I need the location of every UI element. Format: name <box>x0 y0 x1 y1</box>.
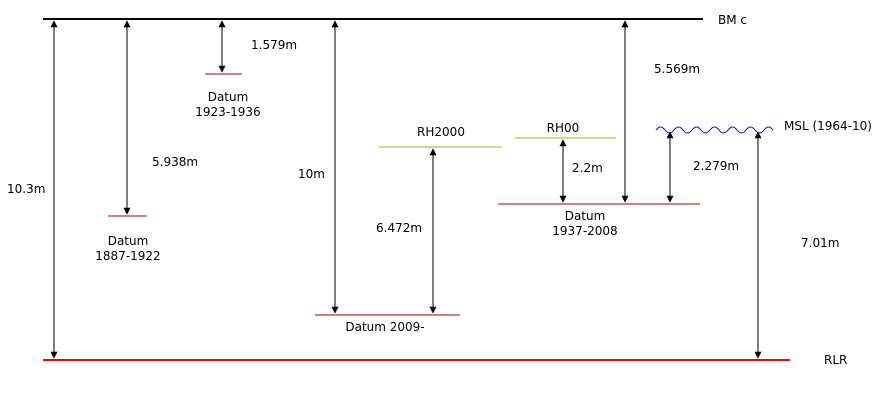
measure-rlr-msl: 7.01m <box>801 236 839 250</box>
measure-bm-datum-1923: 1.579m <box>251 38 297 52</box>
measure-bm-datum-1887: 5.938m <box>152 155 198 169</box>
bm-label: BM c <box>718 13 747 27</box>
measure-datum-1937-rh00: 2.2m <box>572 161 603 175</box>
msl-label: MSL (1964-10) <box>784 119 872 133</box>
datum-1887-label-2: 1887-1922 <box>95 249 160 263</box>
rh2000-label: RH2000 <box>417 125 465 139</box>
datum-1937-label-1: Datum <box>565 209 606 223</box>
msl-wave <box>655 126 774 134</box>
datum-1887-label-1: Datum <box>108 234 149 248</box>
measure-bm-datum-1937: 5.569m <box>654 62 700 76</box>
datum-1937-label-2: 1937-2008 <box>552 224 617 238</box>
rh00-label: RH00 <box>547 121 580 135</box>
rlr-label: RLR <box>824 353 847 367</box>
datum-1923-label-2: 1923-1936 <box>195 105 260 119</box>
measure-bm-datum-2009: 10m <box>298 167 325 181</box>
datum-1923-label-1: Datum <box>208 90 249 104</box>
measure-datum-2009-rh2000: 6.472m <box>376 221 422 235</box>
measure-bm-rlr: 10.3m <box>7 182 45 196</box>
datum-2009-label: Datum 2009- <box>345 320 424 334</box>
measure-datum-1937-msl: 2.279m <box>693 159 739 173</box>
